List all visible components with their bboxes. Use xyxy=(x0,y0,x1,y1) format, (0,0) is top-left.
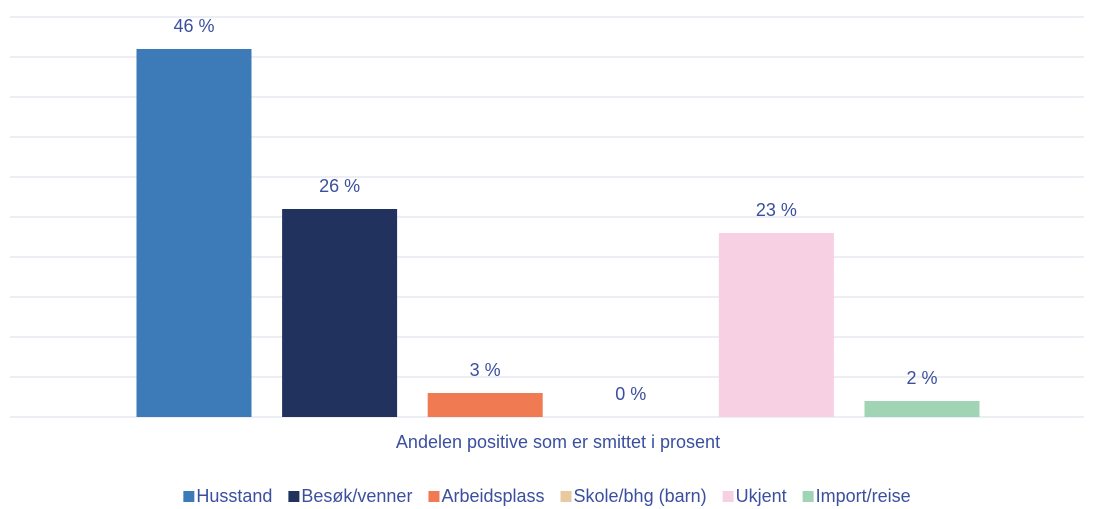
legend-label: Husstand xyxy=(196,486,272,506)
data-label: 3 % xyxy=(470,360,501,380)
data-label: 2 % xyxy=(906,368,937,388)
bar xyxy=(864,401,980,417)
legend-label: Import/reise xyxy=(816,486,911,506)
legend-swatch xyxy=(288,491,300,502)
legend-label: Arbeidsplass xyxy=(441,486,544,506)
legend-swatch xyxy=(802,491,814,502)
bar xyxy=(718,233,834,417)
data-label: 26 % xyxy=(319,176,360,196)
legend-swatch xyxy=(183,491,195,502)
legend-label: Besøk/venner xyxy=(301,486,412,506)
data-label: 46 % xyxy=(173,16,214,36)
bar xyxy=(136,49,252,417)
x-tick-label: Andelen positive som er smittet i prosen… xyxy=(396,432,720,452)
legend-label: Ukjent xyxy=(736,486,787,506)
legend-swatch xyxy=(428,491,440,502)
bar xyxy=(282,209,398,417)
data-label: 23 % xyxy=(756,200,797,220)
legend-swatch xyxy=(560,491,572,502)
data-label: 0 % xyxy=(615,384,646,404)
legend-label: Skole/bhg (barn) xyxy=(574,486,707,506)
bar xyxy=(427,393,543,417)
legend-swatch xyxy=(722,491,734,502)
